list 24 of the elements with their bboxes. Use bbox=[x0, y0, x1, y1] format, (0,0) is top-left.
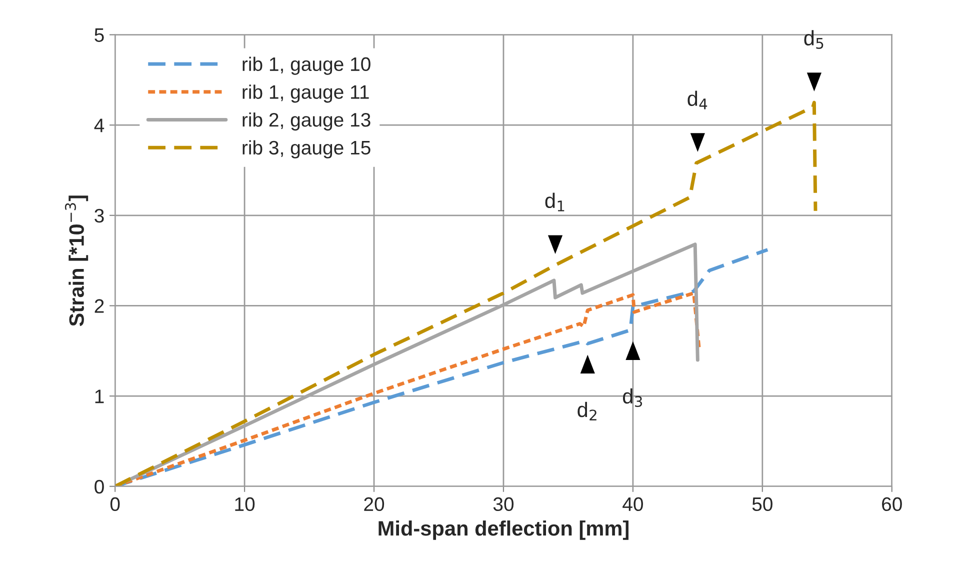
annotation: d$_{2}$ bbox=[578, 402, 596, 420]
annotation: d$_{3}$ bbox=[622, 388, 642, 408]
x-tick-label: 40 bbox=[622, 497, 643, 512]
y-tick-label: 4 bbox=[94, 118, 104, 132]
y-tick-label: 2 bbox=[94, 299, 104, 313]
legend-label: rib 2, gauge 13 bbox=[242, 112, 370, 131]
x-tick-label: 60 bbox=[882, 497, 902, 512]
x-tick-label: 50 bbox=[752, 497, 772, 512]
x-tick-label: 10 bbox=[235, 497, 255, 512]
annotation: d$_{1}$ bbox=[545, 192, 564, 212]
annotation: d$_{5}$ bbox=[804, 30, 824, 49]
legend-label: rib 3, gauge 15 bbox=[242, 140, 370, 158]
y-axis-title: Strain [*10$^{−3}$] bbox=[64, 196, 88, 326]
legend-label: rib 1, gauge 10 bbox=[242, 56, 370, 75]
x-tick-label: 0 bbox=[110, 497, 120, 512]
y-tick-label: 3 bbox=[94, 208, 104, 223]
x-tick-label: 20 bbox=[364, 497, 384, 512]
legend-label: rib 1, gauge 11 bbox=[242, 84, 369, 103]
y-tick-label: 1 bbox=[95, 390, 104, 404]
x-axis-title: Mid-span deflection [mm] bbox=[378, 520, 628, 540]
annotation: d$_{4}$ bbox=[688, 90, 708, 110]
y-tick-label: 5 bbox=[94, 28, 104, 42]
y-tick-label: 0 bbox=[94, 480, 104, 494]
x-tick-label: 30 bbox=[493, 497, 514, 512]
